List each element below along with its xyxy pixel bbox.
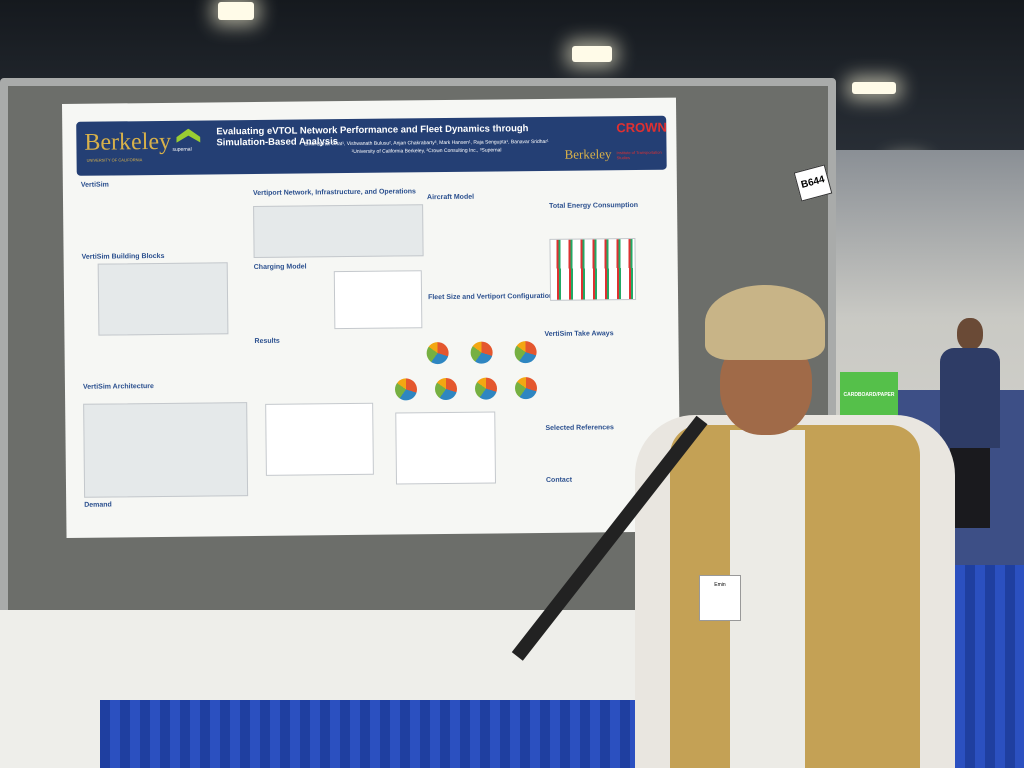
section-heading: Contact	[545, 476, 573, 484]
research-poster: Berkeley UNIVERSITY OF CALIFORNIA supern…	[62, 97, 681, 538]
ceiling-light	[852, 82, 896, 94]
section-heading: Results	[254, 337, 280, 345]
name-badge: Emin	[699, 575, 741, 621]
results-line-chart	[265, 402, 374, 476]
section-heading: VertiSim Building Blocks	[81, 252, 165, 261]
its-berkeley-logo: Berkeley	[564, 146, 612, 162]
ceiling-light	[218, 2, 254, 20]
section-heading: Aircraft Model	[426, 193, 475, 202]
section-heading: Charging Model	[253, 263, 307, 272]
section-heading: VertiSim Architecture	[82, 383, 154, 391]
its-label: Institute of Transportation Studies	[616, 149, 662, 161]
section-heading: Vertiport Network, Infrastructure, and O…	[252, 188, 416, 198]
pie-chart	[514, 377, 538, 400]
supernal-label: supernal	[172, 146, 192, 153]
utilization-chart	[395, 411, 496, 485]
section-heading: Total Energy Consumption	[549, 201, 639, 210]
section-heading: Selected References	[545, 424, 614, 432]
vertiport-figure	[253, 204, 424, 259]
building-blocks-figure	[97, 262, 229, 336]
berkeley-subtitle: UNIVERSITY OF CALIFORNIA	[86, 157, 143, 163]
pie-chart	[474, 377, 498, 400]
charging-chart	[333, 270, 423, 330]
section-heading: VertiSim Take Aways	[544, 330, 614, 338]
section-heading: VertiSim	[80, 181, 109, 189]
poster-banner: Berkeley UNIVERSITY OF CALIFORNIA supern…	[76, 115, 667, 176]
pie-chart	[470, 341, 493, 364]
crown-logo: CROWN	[616, 119, 667, 136]
poster-affiliations: ¹University of California Berkeley, ²Cro…	[351, 147, 502, 155]
architecture-diagram	[83, 402, 249, 498]
section-heading: Demand	[84, 501, 112, 509]
presenter-shirt-front	[730, 430, 805, 768]
energy-bar-chart	[549, 238, 637, 301]
section-heading: Fleet Size and Vertiport Configuration	[428, 292, 554, 302]
berkeley-logo: Berkeley	[84, 128, 172, 156]
presenter: Emin	[511, 285, 955, 768]
pie-chart	[434, 377, 458, 401]
background-attendee	[935, 318, 1005, 538]
pie-chart	[514, 341, 537, 364]
pie-chart	[426, 341, 449, 365]
supernal-logo-icon	[176, 129, 200, 143]
presenter-hat	[705, 285, 825, 360]
pie-chart	[394, 378, 418, 401]
ceiling-light	[572, 46, 612, 62]
